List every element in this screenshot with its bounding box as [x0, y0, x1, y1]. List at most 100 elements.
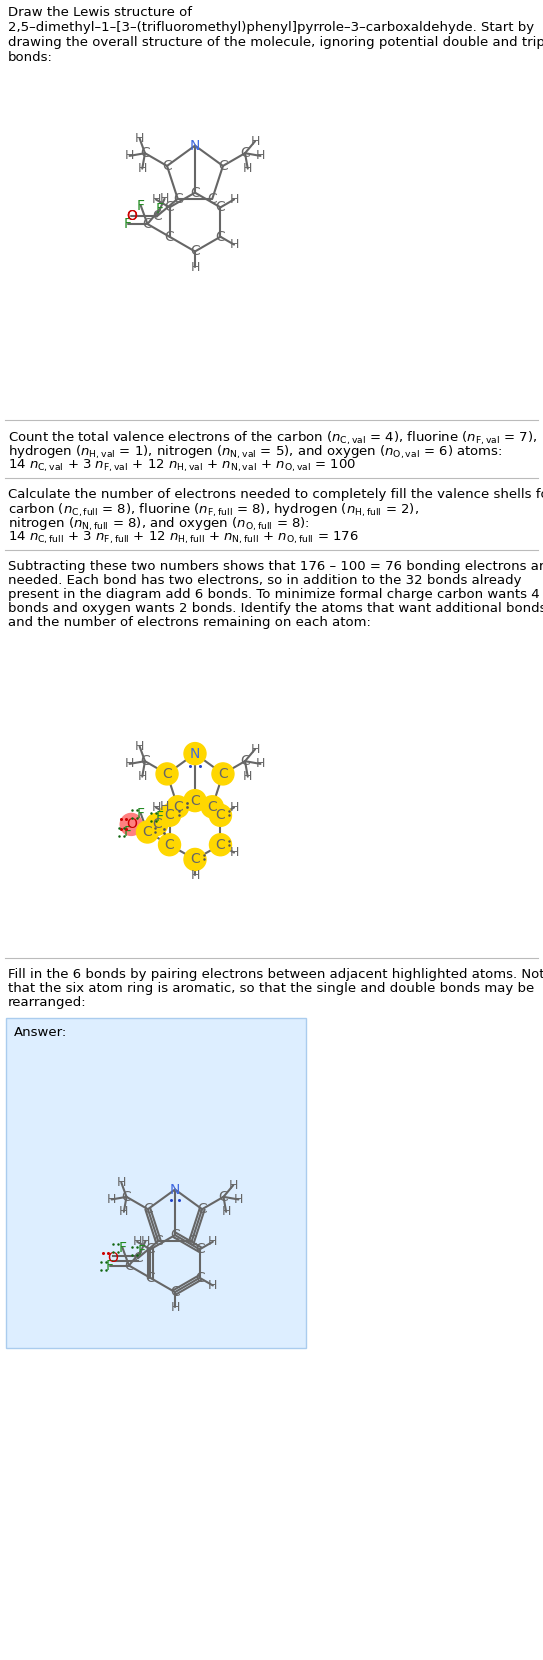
Text: needed. Each bond has two electrons, so in addition to the 32 bonds already: needed. Each bond has two electrons, so …	[8, 574, 521, 588]
Text: nitrogen ($n_\mathrm{N,full}$ = 8), and oxygen ($n_\mathrm{O,full}$ = 8):: nitrogen ($n_\mathrm{N,full}$ = 8), and …	[8, 516, 310, 533]
Text: H: H	[250, 742, 260, 755]
Text: C: C	[216, 838, 225, 852]
Text: 2,5–dimethyl–1–[3–(trifluoromethyl)phenyl]pyrrole–3–carboxaldehyde. Start by: 2,5–dimethyl–1–[3–(trifluoromethyl)pheny…	[8, 22, 534, 33]
Text: O: O	[126, 209, 137, 224]
Text: Fill in the 6 bonds by pairing electrons between adjacent highlighted atoms. Not: Fill in the 6 bonds by pairing electrons…	[8, 968, 543, 981]
Text: Draw the Lewis structure of: Draw the Lewis structure of	[8, 7, 192, 18]
Circle shape	[167, 795, 189, 818]
Circle shape	[136, 822, 159, 843]
Text: O: O	[126, 817, 137, 832]
FancyBboxPatch shape	[6, 1018, 306, 1348]
Text: C: C	[218, 159, 228, 173]
Circle shape	[159, 833, 180, 857]
Text: H: H	[229, 193, 239, 206]
Text: H: H	[208, 1235, 218, 1248]
Text: C: C	[162, 159, 172, 173]
Text: C: C	[187, 1233, 197, 1248]
Text: bonds and oxygen wants 2 bonds. Identify the atoms that want additional bonds: bonds and oxygen wants 2 bonds. Identify…	[8, 603, 543, 614]
Text: H: H	[208, 1278, 218, 1291]
Circle shape	[184, 790, 206, 812]
Text: F: F	[156, 810, 164, 823]
Text: H: H	[151, 802, 161, 813]
Text: H: H	[250, 134, 260, 148]
Circle shape	[156, 764, 178, 785]
Text: H: H	[243, 770, 252, 784]
Circle shape	[212, 764, 234, 785]
Text: C: C	[173, 193, 182, 206]
Text: H: H	[190, 261, 200, 274]
Text: C: C	[240, 146, 250, 159]
Text: hydrogen ($n_\mathrm{H,val}$ = 1), nitrogen ($n_\mathrm{N,val}$ = 5), and oxygen: hydrogen ($n_\mathrm{H,val}$ = 1), nitro…	[8, 443, 502, 461]
Text: carbon ($n_\mathrm{C,full}$ = 8), fluorine ($n_\mathrm{F,full}$ = 8), hydrogen (: carbon ($n_\mathrm{C,full}$ = 8), fluori…	[8, 501, 419, 520]
Text: H: H	[135, 740, 144, 754]
Text: C: C	[195, 1272, 205, 1285]
Text: C: C	[170, 1285, 180, 1300]
Text: H: H	[256, 757, 265, 770]
Text: C: C	[152, 209, 162, 224]
Text: H: H	[256, 149, 265, 163]
Text: C: C	[190, 186, 200, 199]
Text: H: H	[107, 1194, 116, 1205]
Text: that the six atom ring is aromatic, so that the single and double bonds may be: that the six atom ring is aromatic, so t…	[8, 983, 534, 994]
Text: H: H	[229, 847, 239, 860]
Text: C: C	[133, 1252, 143, 1265]
Text: F: F	[124, 217, 132, 231]
Text: C: C	[173, 800, 182, 813]
Text: C: C	[190, 793, 200, 808]
Text: H: H	[190, 868, 200, 881]
Text: H: H	[160, 193, 169, 206]
Text: C: C	[140, 146, 150, 159]
Text: C: C	[219, 1190, 229, 1204]
Circle shape	[210, 805, 231, 827]
Text: N: N	[190, 747, 200, 760]
Text: C: C	[152, 817, 162, 832]
Text: H: H	[137, 770, 147, 784]
Text: C: C	[216, 229, 225, 244]
Text: Answer:: Answer:	[14, 1026, 67, 1039]
Text: C: C	[143, 217, 153, 231]
Text: F: F	[106, 1258, 114, 1273]
Text: H: H	[160, 800, 169, 813]
Text: F: F	[118, 1240, 127, 1255]
Text: C: C	[162, 767, 172, 780]
Text: Calculate the number of electrons needed to completely fill the valence shells f: Calculate the number of electrons needed…	[8, 488, 543, 501]
Text: C: C	[165, 838, 174, 852]
Text: H: H	[132, 1235, 142, 1248]
Circle shape	[120, 813, 142, 835]
Text: C: C	[216, 808, 225, 822]
Text: and the number of electrons remaining on each atom:: and the number of electrons remaining on…	[8, 616, 371, 629]
Text: H: H	[125, 757, 134, 770]
Text: rearranged:: rearranged:	[8, 996, 87, 1009]
Text: H: H	[171, 1301, 180, 1313]
Text: C: C	[165, 808, 174, 822]
Text: C: C	[124, 1258, 134, 1273]
Text: H: H	[119, 1205, 129, 1218]
Text: F: F	[124, 825, 132, 838]
Text: H: H	[125, 149, 134, 163]
Text: H: H	[117, 1175, 126, 1189]
Text: C: C	[207, 800, 217, 813]
Circle shape	[184, 742, 206, 765]
Text: H: H	[222, 1205, 231, 1218]
Text: C: C	[153, 1233, 163, 1248]
Text: 14 $n_\mathrm{C,full}$ + 3 $n_\mathrm{F,full}$ + 12 $n_\mathrm{H,full}$ + $n_\ma: 14 $n_\mathrm{C,full}$ + 3 $n_\mathrm{F,…	[8, 530, 359, 546]
Circle shape	[146, 813, 168, 835]
Text: drawing the overall structure of the molecule, ignoring potential double and tri: drawing the overall structure of the mol…	[8, 37, 543, 50]
Text: F: F	[156, 203, 164, 216]
Text: C: C	[170, 1228, 180, 1242]
Text: C: C	[190, 853, 200, 867]
Text: C: C	[195, 1242, 205, 1257]
Text: Count the total valence electrons of the carbon ($n_\mathrm{C,val}$ = 4), fluori: Count the total valence electrons of the…	[8, 430, 537, 448]
Text: O: O	[126, 209, 137, 224]
Text: C: C	[216, 201, 225, 214]
Text: C: C	[190, 244, 200, 259]
Text: C: C	[146, 1242, 155, 1257]
Text: present in the diagram add 6 bonds. To minimize formal charge carbon wants 4: present in the diagram add 6 bonds. To m…	[8, 588, 540, 601]
Text: H: H	[137, 163, 147, 174]
Text: C: C	[165, 201, 174, 214]
Text: H: H	[135, 131, 144, 144]
Circle shape	[184, 848, 206, 870]
Text: O: O	[108, 1252, 118, 1265]
Text: H: H	[141, 1235, 150, 1248]
Text: H: H	[243, 163, 252, 174]
